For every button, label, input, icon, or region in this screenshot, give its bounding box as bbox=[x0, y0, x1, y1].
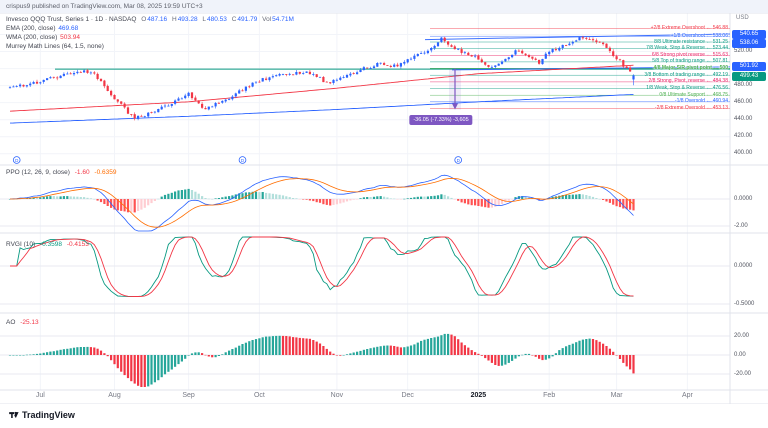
svg-text:D: D bbox=[457, 158, 461, 163]
volume-label: Vol bbox=[262, 16, 272, 23]
time-axis-label: Sep bbox=[182, 392, 195, 399]
price-axis-label: 400.00 bbox=[734, 150, 753, 157]
murrey-level-label: 8/8 Ultimate resistance ← 531.25 bbox=[654, 38, 728, 45]
price-axis-label: 480.00 bbox=[734, 82, 753, 89]
time-axis-label: Apr bbox=[681, 392, 693, 399]
ema-value: 469.68 bbox=[58, 25, 79, 32]
low-value: 480.53 bbox=[207, 16, 227, 23]
dividend-marker[interactable] bbox=[238, 156, 247, 164]
tradingview-logo-icon bbox=[9, 411, 19, 419]
time-axis-label: Nov bbox=[330, 392, 344, 399]
time-axis-label: 2025 bbox=[470, 392, 487, 399]
ao-axis-label: 20.00 bbox=[734, 332, 750, 339]
price-badge: 501.92 bbox=[732, 62, 766, 72]
time-axis-label: Oct bbox=[253, 392, 265, 399]
price-badge: 499.43 bbox=[732, 71, 766, 81]
low-label: L bbox=[202, 16, 207, 23]
close-label: C bbox=[231, 16, 237, 23]
close-value: 491.79 bbox=[237, 16, 258, 23]
time-axis-label: Dec bbox=[401, 392, 414, 399]
symbol-title: Invesco QQQ Trust, Series 1 · 1D · NASDA… bbox=[6, 16, 137, 23]
tradingview-logo[interactable]: TradingView bbox=[8, 409, 75, 420]
murrey-level-label: -2/8 Extreme Oversold ← 453.13 bbox=[654, 105, 728, 111]
dividend-marker[interactable] bbox=[454, 156, 463, 164]
moving-averages bbox=[9, 64, 634, 124]
footer-bar: TradingView bbox=[0, 404, 768, 428]
ao-legend-row[interactable]: AO -25.13 bbox=[6, 318, 39, 327]
open-value: 487.16 bbox=[147, 16, 168, 23]
ao-value: -25.13 bbox=[20, 319, 39, 326]
ao-pane bbox=[8, 333, 635, 387]
ao-axis-label: 0.00 bbox=[734, 351, 746, 358]
trendline-drawings bbox=[424, 33, 731, 71]
high-value: 493.28 bbox=[177, 16, 198, 23]
publish-info-bar: crispus9 published on TradingView.com, M… bbox=[0, 0, 768, 13]
publish-info-text: crispus9 published on TradingView.com, M… bbox=[6, 3, 203, 10]
murrey-level-label: 6/8 Strong pivot reverse ← 515.63 bbox=[651, 51, 728, 58]
rvgi-legend-row[interactable]: RVGI (10) -0.3598 -0.4153 bbox=[6, 240, 89, 249]
symbol-legend-row[interactable]: Invesco QQQ Trust, Series 1 · 1D · NASDA… bbox=[6, 15, 294, 24]
measure-tool-label[interactable]: -36.05 (-7.33%) -3,605 bbox=[409, 115, 473, 125]
mml-legend-row[interactable]: Murrey Math Lines (64, 1.5, none) bbox=[6, 42, 294, 51]
main-legend: Invesco QQQ Trust, Series 1 · 1D · NASDA… bbox=[6, 15, 294, 51]
open-label: O bbox=[141, 16, 147, 23]
rvgi-pane bbox=[10, 236, 634, 297]
murrey-level-label: 2/8 Strong, Pivot, reverse ← 484.38 bbox=[648, 78, 729, 85]
candles bbox=[8, 35, 635, 121]
dividend-marker[interactable] bbox=[12, 156, 21, 164]
ema-legend-row[interactable]: EMA (200, close) 469.68 bbox=[6, 24, 294, 33]
ppo-value: -1.60 bbox=[74, 169, 90, 176]
rvgi-axis-label: -0.5000 bbox=[734, 300, 755, 307]
ppo-axis-label: 0.0000 bbox=[734, 195, 753, 202]
time-axis-label: Mar bbox=[610, 392, 623, 399]
wma-label: WMA (200, close) bbox=[6, 34, 58, 41]
murrey-level-label: 7/8 Weak, Stop & Reverse ← 523.44 bbox=[646, 45, 728, 52]
ao-title: AO bbox=[6, 319, 16, 326]
ao-axis-label: -20.00 bbox=[734, 370, 752, 377]
time-axis-label: Feb bbox=[543, 392, 556, 399]
high-label: H bbox=[171, 16, 177, 23]
price-badge: 538.06 bbox=[732, 39, 766, 48]
price-axis-label: 440.00 bbox=[734, 116, 753, 123]
ppo-signal-value: -0.6359 bbox=[94, 169, 117, 176]
price-axis-label: 460.00 bbox=[734, 99, 753, 106]
svg-text:D: D bbox=[15, 158, 19, 163]
grid-lines bbox=[0, 13, 730, 390]
wma-legend-row[interactable]: WMA (200, close) 503.94 bbox=[6, 33, 294, 42]
wma-value: 503.94 bbox=[60, 34, 80, 41]
volume-value: 54.71M bbox=[272, 16, 294, 23]
ppo-pane bbox=[8, 174, 635, 232]
murrey-level-label: -1/8 Oversold ← 460.94 bbox=[674, 98, 728, 105]
rvgi-value: -0.3598 bbox=[39, 241, 62, 248]
measure-drawing bbox=[449, 68, 461, 110]
murrey-level-label: 0/8 Ultimate Support ← 468.75 bbox=[659, 91, 728, 98]
currency-label: USD bbox=[736, 15, 749, 21]
murrey-lines bbox=[55, 28, 730, 109]
time-axis-label: Jul bbox=[35, 392, 45, 399]
tradingview-logo-text: TradingView bbox=[22, 409, 75, 420]
murrey-level-label: 5/8 Top of trading range ← 507.81 bbox=[652, 58, 728, 65]
ppo-legend-row[interactable]: PPO (12, 26, 9, close) -1.60 -0.6359 bbox=[6, 168, 116, 177]
price-badge: 540.65 bbox=[732, 29, 766, 39]
ema-label: EMA (200, close) bbox=[6, 25, 56, 32]
price-axis-label: 520.00 bbox=[734, 48, 753, 55]
rvgi-axis-label: 0.0000 bbox=[734, 262, 753, 269]
ppo-title: PPO (12, 26, 9, close) bbox=[6, 169, 70, 176]
rvgi-signal-value: -0.4153 bbox=[66, 241, 89, 248]
price-axis-label: 420.00 bbox=[734, 133, 753, 140]
ppo-axis-label: -2.00 bbox=[734, 222, 748, 229]
time-axis-label: Aug bbox=[108, 392, 121, 399]
svg-text:D: D bbox=[241, 158, 245, 163]
murrey-level-label: 1/8 Weak, Stop & Reverse ← 476.56 bbox=[646, 85, 728, 91]
mml-label: Murrey Math Lines (64, 1.5, none) bbox=[6, 43, 104, 50]
murrey-level-label: 3/8 Bottom of trading range ← 492.19 bbox=[644, 71, 728, 78]
murrey-level-label: +2/8 Extreme Overshoot ← 546.88 bbox=[650, 25, 728, 32]
murrey-level-label: 4/8 Major S/R pivot point ← 500 bbox=[653, 65, 728, 72]
rvgi-title: RVGI (10) bbox=[6, 241, 36, 248]
murrey-level-label: +1/8 Overshoot ← 538.06 bbox=[670, 32, 728, 39]
